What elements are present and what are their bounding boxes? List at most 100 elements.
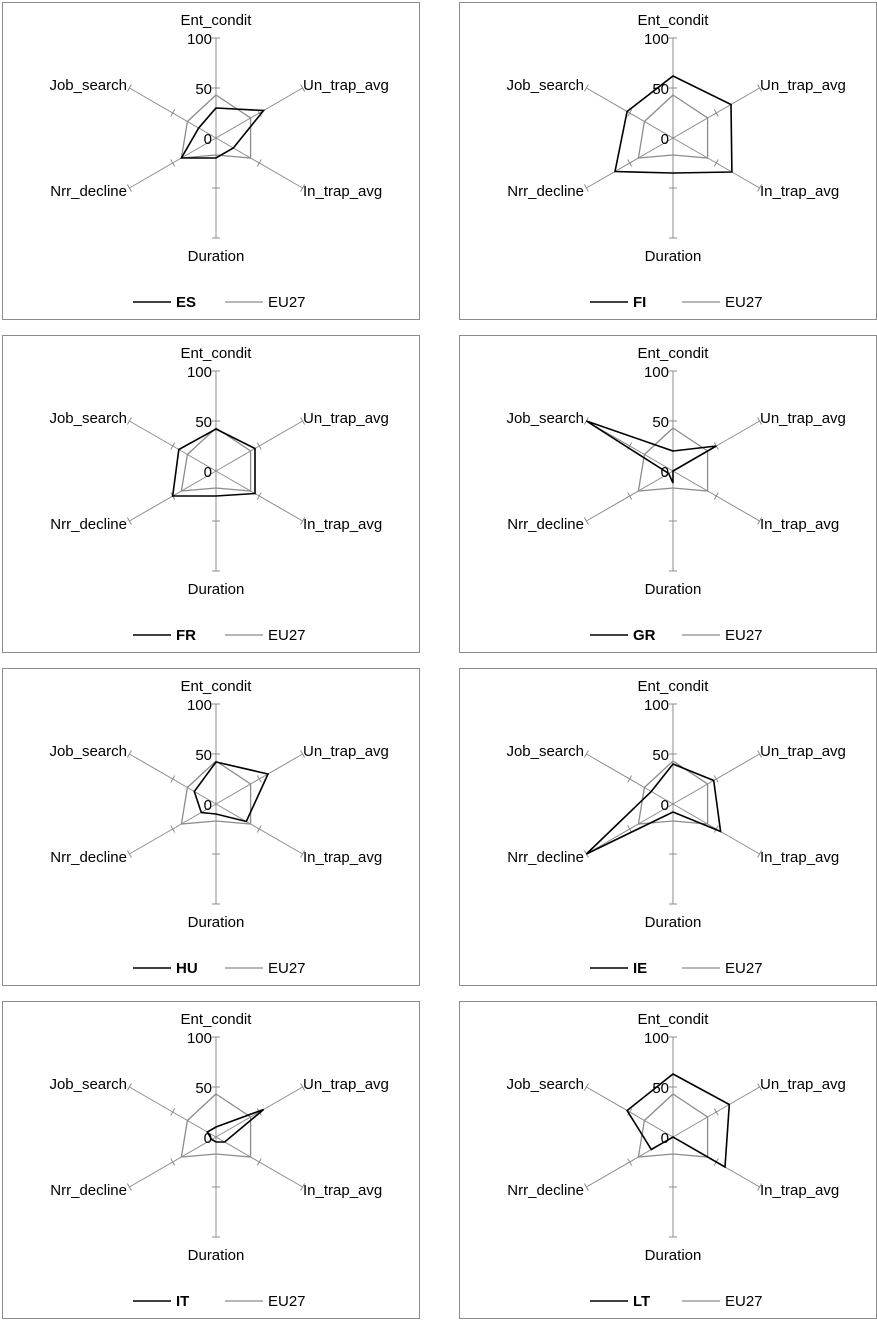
- legend-label-fi: FI: [633, 294, 646, 311]
- radar-plot: 0 50 100 Ent_condit Un_trap_avg In_trap_avg Du…: [506, 1011, 845, 1310]
- axis-tick-mark: [170, 442, 176, 450]
- axis-tick-mark: [300, 1183, 306, 1191]
- axis-label: In_trap_avg: [760, 1182, 839, 1199]
- axis-tick-mark: [627, 492, 633, 500]
- axis-tick-mark: [583, 1183, 589, 1191]
- axis-tick-mark: [256, 1158, 262, 1166]
- radar-plot: 0 50 100 Ent_condit Un_trap_avg In_trap_avg Du…: [506, 678, 845, 977]
- axis-label: Job_search: [49, 410, 127, 427]
- axis-label: Un_trap_avg: [303, 77, 389, 94]
- axis-label: Nrr_decline: [507, 183, 584, 200]
- series-line-hu: [193, 761, 270, 823]
- radar-plot: 0 50 100 Ent_condit Un_trap_avg In_trap_avg Du…: [49, 345, 388, 644]
- radar-panel-ie: 0 50 100 Ent_condit Un_trap_avg In_trap_avg Du…: [459, 668, 877, 986]
- axis-tick-mark: [757, 850, 763, 858]
- radar-plot: 0 50 100 Ent_condit Un_trap_avg In_trap_avg Du…: [49, 678, 389, 977]
- axis-label: Duration: [188, 581, 245, 598]
- axis-tick-mark: [583, 184, 589, 192]
- radar-panel-fr: 0 50 100 Ent_condit Un_trap_avg In_trap_avg Du…: [2, 335, 420, 653]
- axis-tick-mark: [757, 417, 763, 425]
- axis-tick-mark: [126, 1183, 132, 1191]
- axis-tick-mark: [583, 1083, 589, 1091]
- axis-label: Un_trap_avg: [760, 410, 846, 427]
- axis-label: Duration: [188, 1247, 245, 1264]
- axis-label: Job_search: [49, 1076, 127, 1093]
- axis-tick-mark: [300, 850, 306, 858]
- tick-label: 50: [652, 747, 669, 764]
- radar-plot: 0 50 100 Ent_condit Un_trap_avg In_trap_avg Du…: [506, 12, 845, 311]
- axis-label: Duration: [188, 914, 245, 931]
- axis-label: In_trap_avg: [760, 183, 839, 200]
- legend-label-lt: LT: [633, 1293, 650, 1310]
- axis-label: Duration: [188, 248, 245, 265]
- axis-tick-mark: [256, 775, 262, 783]
- axis-label: Un_trap_avg: [303, 743, 389, 760]
- axis-label: In_trap_avg: [303, 849, 382, 866]
- axis-label: Job_search: [506, 77, 584, 94]
- tick-label: 100: [644, 31, 669, 48]
- axis-label: Job_search: [49, 743, 127, 760]
- tick-label: 0: [204, 797, 212, 814]
- legend-label-gr: GR: [633, 627, 656, 644]
- axis-tick-mark: [627, 775, 633, 783]
- axis-tick-mark: [300, 84, 306, 92]
- axis-tick-mark: [170, 1158, 176, 1166]
- axis-tick-mark: [300, 417, 306, 425]
- axis-label: Duration: [645, 914, 702, 931]
- radar-plot: 0 50 100 Ent_condit Un_trap_avg In_trap_avg Du…: [49, 12, 389, 311]
- axis-tick-mark: [256, 825, 262, 833]
- tick-label: 50: [195, 747, 212, 764]
- tick-label: 100: [644, 1030, 669, 1047]
- axis-label: Nrr_decline: [507, 516, 584, 533]
- series-line-lt: [626, 1073, 731, 1169]
- axis-label: Ent_condit: [638, 678, 710, 695]
- axis-tick-mark: [300, 750, 306, 758]
- axis-tick-mark: [713, 1108, 719, 1116]
- radar-panel-it: 0 50 100 Ent_condit Un_trap_avg In_trap_avg Du…: [2, 1001, 420, 1319]
- axis-label: Ent_condit: [638, 12, 710, 29]
- legend-label-fr: FR: [176, 627, 196, 644]
- legend-label-ie: IE: [633, 960, 647, 977]
- axis-label: Duration: [645, 1247, 702, 1264]
- tick-label: 0: [661, 131, 669, 148]
- radar-panel-hu: 0 50 100 Ent_condit Un_trap_avg In_trap_avg Du…: [2, 668, 420, 986]
- axis-tick-mark: [757, 750, 763, 758]
- axis-label: Job_search: [49, 77, 127, 94]
- axis-tick-mark: [627, 825, 633, 833]
- axis-tick-mark: [583, 517, 589, 525]
- axis-tick-mark: [126, 184, 132, 192]
- axis-label: In_trap_avg: [303, 516, 382, 533]
- axis-tick-mark: [583, 84, 589, 92]
- axis-tick-mark: [713, 492, 719, 500]
- series-line-eu27: [637, 760, 709, 825]
- axis-tick-mark: [627, 159, 633, 167]
- axis-tick-mark: [170, 109, 176, 117]
- legend-label-eu27: EU27: [725, 627, 763, 644]
- axis-label: Duration: [645, 248, 702, 265]
- series-line-es: [180, 107, 266, 159]
- series-line-fi: [614, 75, 733, 174]
- axis-label: Ent_condit: [181, 1011, 253, 1028]
- series-line-eu27: [180, 427, 252, 492]
- axis-label: Job_search: [506, 1076, 584, 1093]
- tick-label: 100: [187, 31, 212, 48]
- axis-tick-mark: [126, 517, 132, 525]
- axis-label: Nrr_decline: [50, 516, 127, 533]
- axis-label: Job_search: [506, 410, 584, 427]
- axis-tick-mark: [256, 442, 262, 450]
- tick-label: 50: [195, 1080, 212, 1097]
- legend-label-eu27: EU27: [268, 627, 306, 644]
- axis-tick-mark: [300, 517, 306, 525]
- axis-tick-mark: [126, 850, 132, 858]
- axis-tick-mark: [170, 159, 176, 167]
- axis-label: Nrr_decline: [507, 1182, 584, 1199]
- radar-plot: 0 50 100 Ent_condit Un_trap_avg In_trap_avg Du…: [506, 345, 846, 644]
- axis-tick-mark: [583, 750, 589, 758]
- axis-tick-mark: [256, 159, 262, 167]
- tick-label: 0: [661, 1130, 669, 1147]
- tick-label: 50: [195, 81, 212, 98]
- axis-tick-mark: [170, 1108, 176, 1116]
- tick-label: 0: [204, 464, 212, 481]
- axis-label: Ent_condit: [181, 345, 253, 362]
- radar-panel-lt: 0 50 100 Ent_condit Un_trap_avg In_trap_avg Du…: [459, 1001, 877, 1319]
